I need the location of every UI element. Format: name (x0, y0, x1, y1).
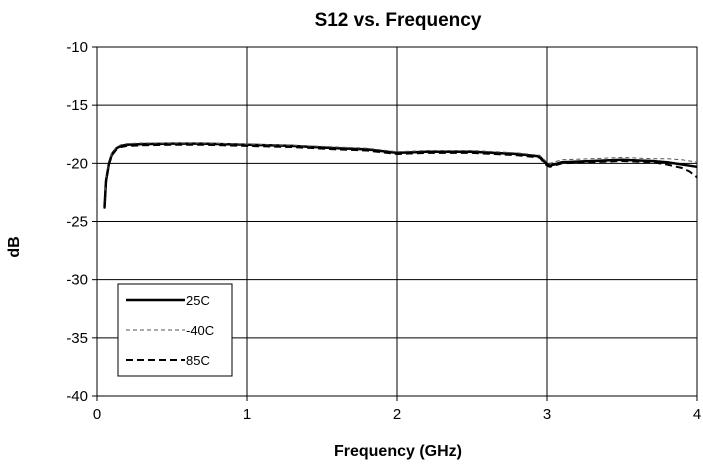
x-tick-label: 0 (93, 406, 101, 423)
legend-label-0: 25C (186, 293, 210, 308)
legend-label-2: 85C (186, 353, 210, 368)
x-tick-label: 3 (543, 406, 551, 423)
y-tick-label: -35 (66, 330, 88, 347)
x-tick-label: 2 (393, 406, 401, 423)
legend: 25C -40C 85C (117, 283, 233, 377)
y-axis-label: dB (6, 236, 23, 257)
y-tick-label: -25 (66, 214, 88, 231)
y-tick-label: -20 (66, 155, 88, 172)
y-tick-label: -40 (66, 388, 88, 405)
x-tick-label: 1 (243, 406, 251, 423)
y-tick-label: -15 (66, 97, 88, 114)
series-line-0 (103, 142, 698, 208)
legend-label-1: -40C (186, 323, 214, 338)
x-tick-label: 4 (693, 406, 701, 423)
x-axis-ticks: 0 1 2 3 4 (93, 396, 701, 423)
series-line-1 (104, 142, 698, 206)
series-layer (103, 142, 698, 209)
y-tick-label: -10 (66, 39, 88, 56)
y-axis-ticks: -10 -15 -20 -25 -30 -35 -40 (66, 39, 97, 405)
chart-title: S12 vs. Frequency (315, 10, 482, 31)
x-axis-label: Frequency (GHz) (334, 443, 462, 460)
series-line-2 (103, 143, 698, 209)
y-tick-label: -30 (66, 272, 88, 289)
